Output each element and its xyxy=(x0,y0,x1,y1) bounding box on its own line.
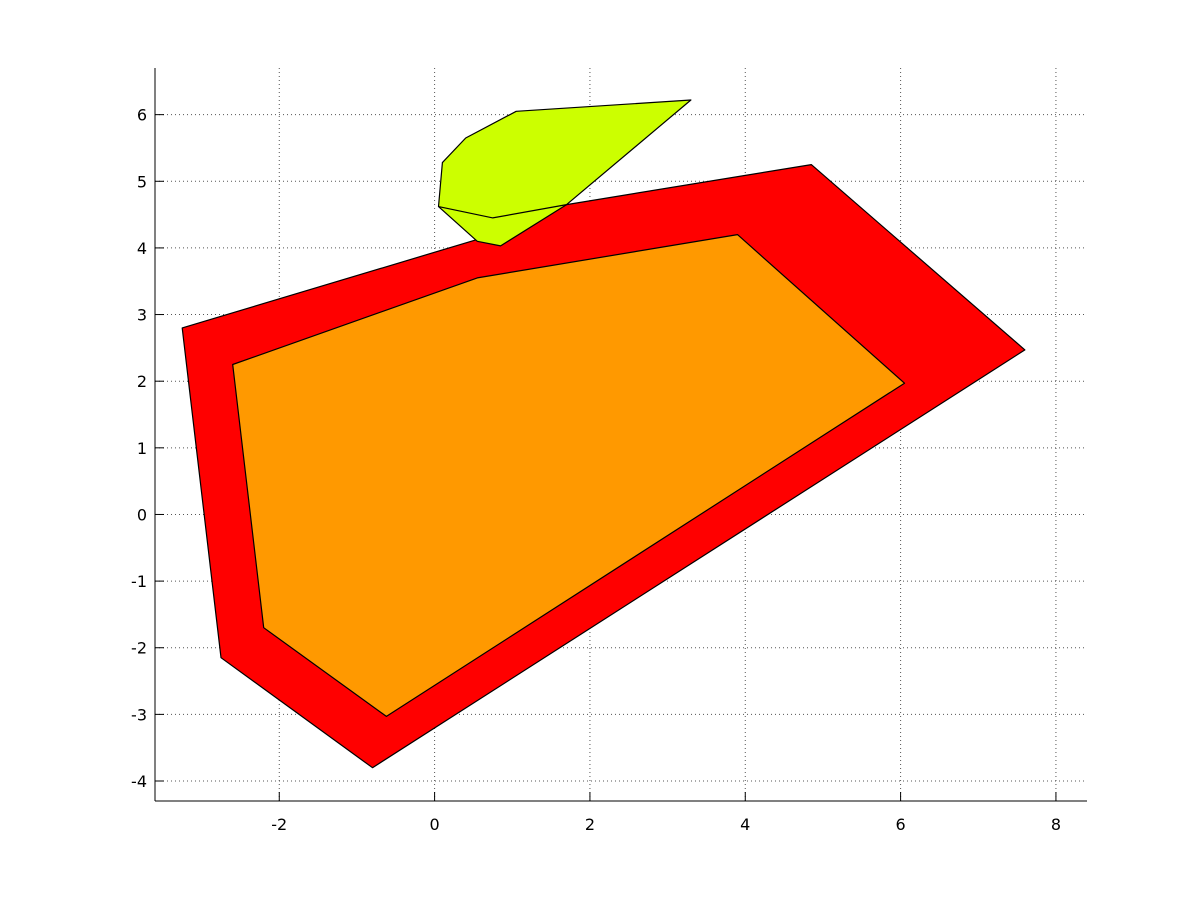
y-tick-label: 6 xyxy=(137,106,147,125)
y-tick-label: -3 xyxy=(131,705,147,724)
y-tick-label: 1 xyxy=(137,439,147,458)
polygons xyxy=(181,99,1026,769)
y-tick-label: 5 xyxy=(137,172,147,191)
x-tick-label: 2 xyxy=(585,815,595,834)
tick-labels: -2 0 2 4 6 8 -4 -3 -2 -1 0 1 2 3 4 5 6 xyxy=(131,106,1061,834)
x-tick-label: 4 xyxy=(740,815,750,834)
polygon-inner-edge xyxy=(438,204,567,219)
y-tick-label: 0 xyxy=(137,505,147,524)
y-tick-label: 3 xyxy=(137,306,147,325)
y-tick-label: 4 xyxy=(137,239,147,258)
y-tick-label: -2 xyxy=(131,639,147,658)
x-tick-label: 6 xyxy=(896,815,906,834)
y-tick-label: 2 xyxy=(137,372,147,391)
x-tick-label: -2 xyxy=(271,815,287,834)
axes xyxy=(154,68,1087,802)
x-tick-label: 8 xyxy=(1051,815,1061,834)
y-tick-label: -1 xyxy=(131,572,147,591)
x-tick-label: 0 xyxy=(430,815,440,834)
polygon-series-2 xyxy=(232,234,906,718)
y-tick-label: -4 xyxy=(131,772,147,791)
